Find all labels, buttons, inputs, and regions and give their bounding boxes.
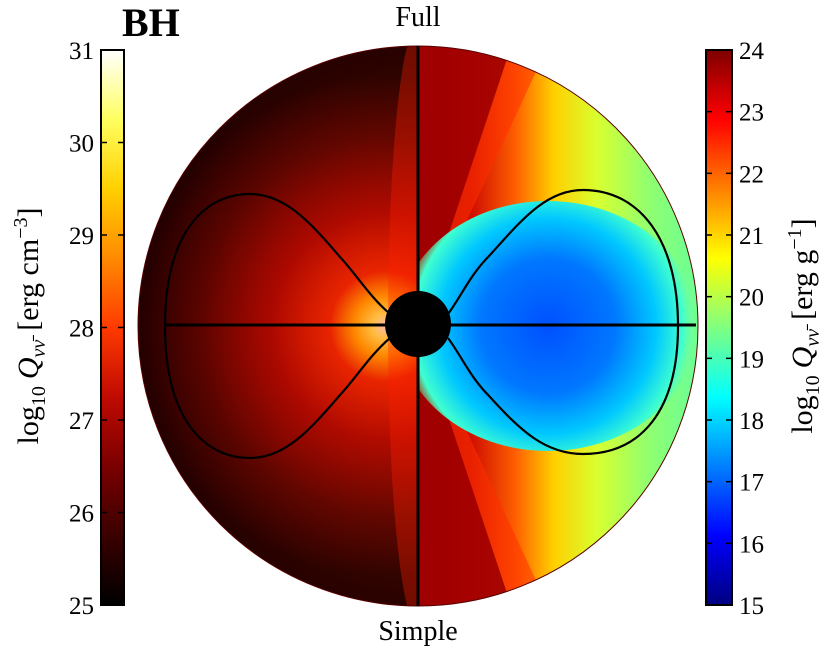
left-colorbar-ticks: 25 26 27 28 29 30 31	[69, 38, 124, 620]
right-colorbar-label: log10 Qνν̄ [erg g−1]	[784, 218, 824, 433]
left-colorbar-tick-label-30: 30	[69, 131, 94, 158]
right-colorbar-tick-label-17: 17	[739, 470, 764, 497]
left-colorbar-tick-label-27: 27	[69, 408, 94, 435]
right-label-sym: Q	[786, 346, 819, 368]
right-colorbar-tick-label-16: 16	[739, 531, 764, 558]
right-colorbar-tick-label-18: 18	[739, 408, 764, 435]
right-colorbar-tick-label-15: 15	[739, 593, 764, 620]
left-label-unit-open: [erg cm	[12, 239, 45, 331]
left-colorbar-tick-label-31: 31	[69, 38, 94, 65]
left-colorbar-tick-label-26: 26	[69, 501, 94, 528]
right-label-log: log	[786, 395, 819, 433]
left-colorbar: 25 26 27 28 29 30 31 log10 Qνν̄ [erg cm−3]	[10, 38, 125, 620]
left-colorbar-label: log10 Qνν̄ [erg cm−3]	[10, 208, 50, 445]
right-colorbar: 15 16 17 18 19 20 21 22 23 24 log10 Qνν̄ [erg g−1]	[705, 38, 824, 620]
left-colorbar-tick-label-25: 25	[69, 593, 94, 620]
right-colorbar-tick-label-22: 22	[739, 161, 764, 188]
right-colorbar-tick-label-24: 24	[739, 38, 765, 65]
left-label-unit-close: ]	[12, 208, 45, 218]
left-label-sub: 10	[28, 386, 50, 406]
left-label-unit-exp: −3	[10, 218, 32, 239]
right-label-symsub: νν̄	[802, 324, 824, 347]
left-colorbar-tick-label-29: 29	[69, 223, 94, 250]
right-colorbar-tick-label-23: 23	[739, 100, 764, 127]
annotation-simple: Simple	[378, 616, 457, 647]
black-hole	[385, 291, 451, 357]
right-label-unit-exp: −1	[784, 228, 806, 249]
right-colorbar-tick-label-21: 21	[739, 223, 764, 250]
right-colorbar-tick-label-19: 19	[739, 346, 764, 373]
left-label-symsub: νν̄	[28, 335, 50, 358]
left-label-sym: Q	[12, 357, 45, 379]
chart-title: BH	[122, 0, 180, 45]
right-colorbar-bar	[705, 49, 733, 606]
right-label-unit-open: [erg g	[786, 250, 819, 320]
right-colorbar-ticks: 15 16 17 18 19 20 21 22 23 24	[706, 38, 765, 620]
annotation-full: Full	[395, 2, 440, 33]
right-colorbar-tick-label-20: 20	[739, 285, 764, 312]
right-label-unit-close: ]	[786, 218, 819, 228]
left-label-log: log	[12, 406, 45, 444]
left-colorbar-tick-label-28: 28	[69, 316, 94, 343]
right-label-sub: 10	[802, 375, 824, 395]
